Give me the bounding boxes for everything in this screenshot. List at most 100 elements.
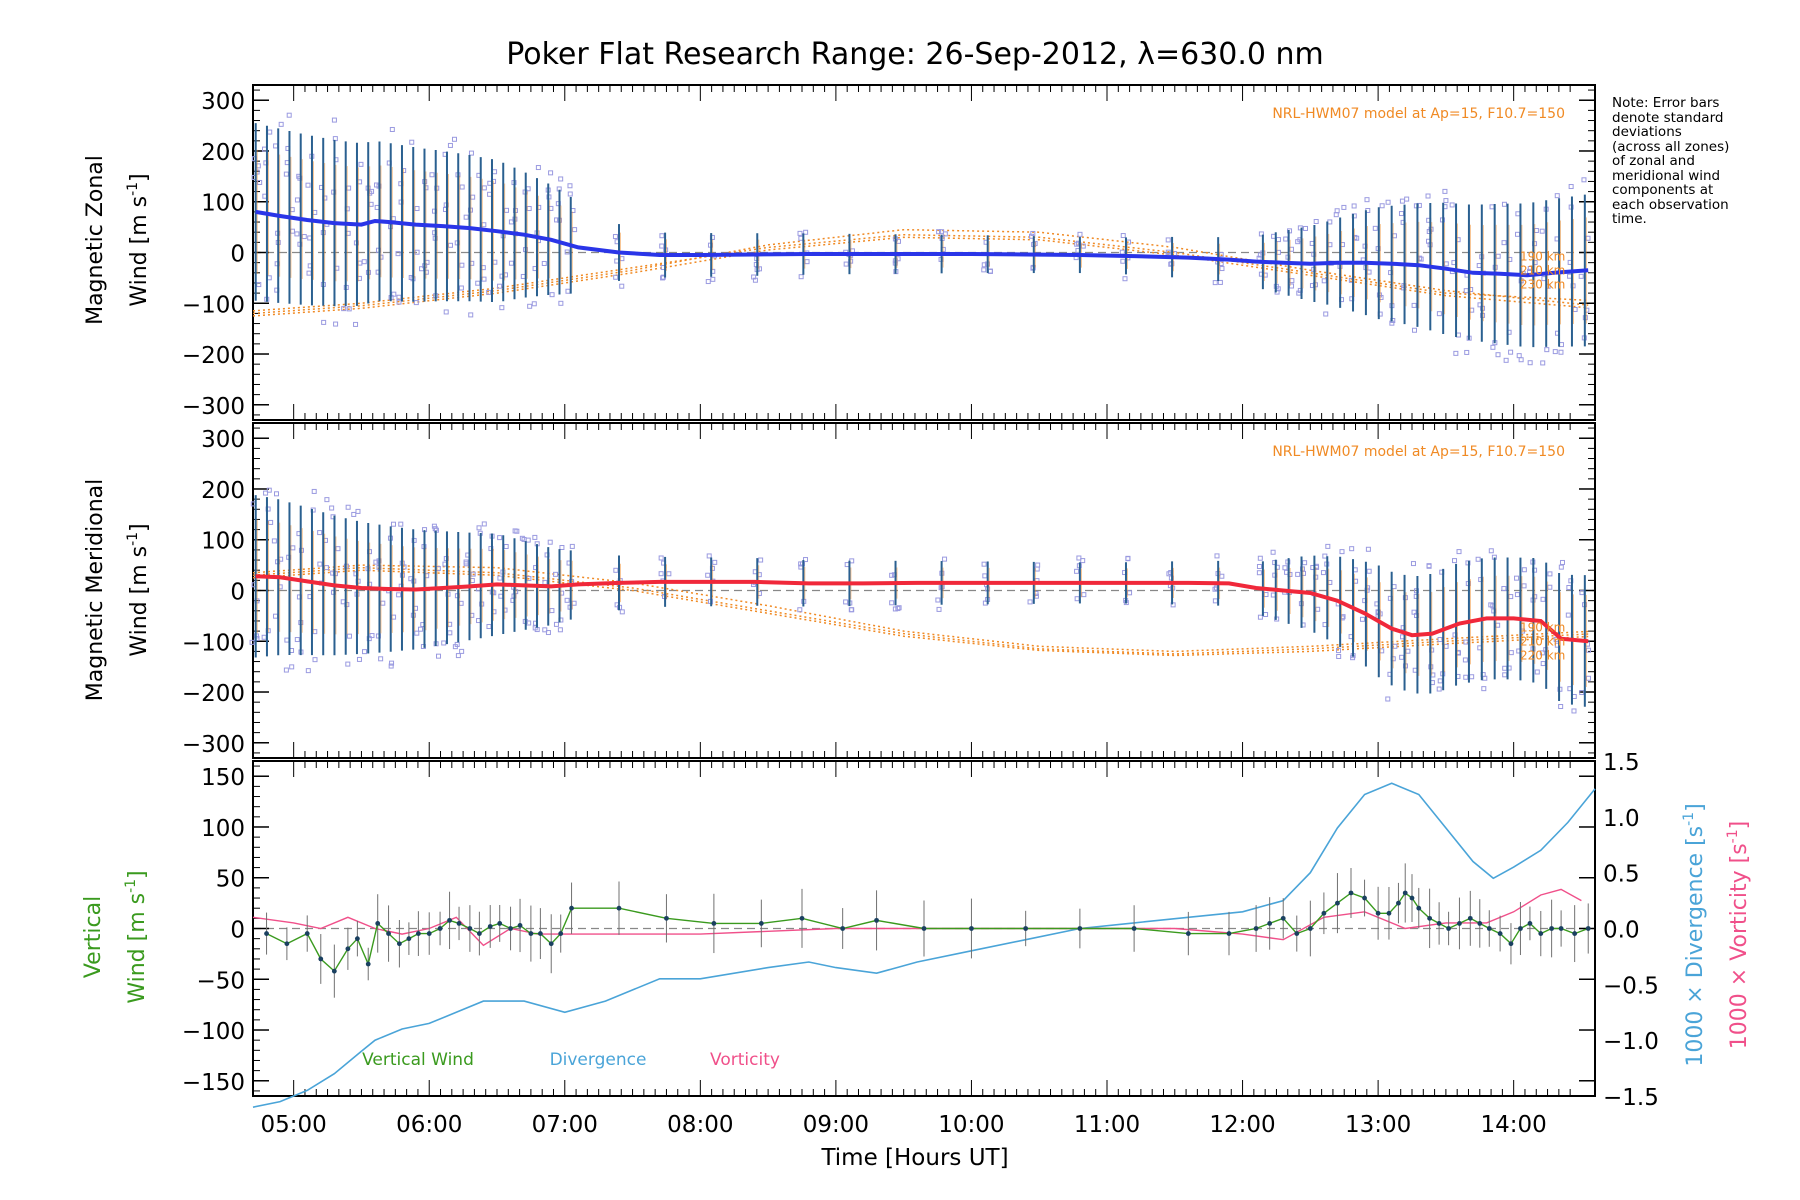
altitude-label: 210 km — [1520, 263, 1565, 277]
zone-sample-marker — [658, 571, 664, 577]
zone-sample-marker — [345, 661, 351, 667]
vertical-wind-point — [517, 923, 523, 928]
zone-sample-marker — [1214, 553, 1220, 559]
zone-sample-marker — [564, 249, 570, 255]
vertical-wind-point — [456, 921, 462, 926]
zone-sample-marker — [1475, 556, 1481, 562]
vertical-wind-point — [1585, 926, 1591, 931]
zone-sample-marker — [567, 183, 573, 189]
vertical-wind-point — [1253, 926, 1259, 931]
zone-sample-marker — [468, 312, 474, 318]
zone-sample-marker — [486, 289, 492, 295]
zone-sample-marker — [1365, 546, 1371, 552]
zone-sample-marker — [1568, 184, 1574, 190]
vertical-wind-point — [569, 905, 574, 911]
zone-sample-marker — [613, 274, 619, 280]
y-tick-label: 100 — [201, 816, 245, 842]
zone-sample-marker — [572, 227, 578, 233]
y-tick-label: 0 — [230, 580, 245, 606]
zone-sample-marker — [1217, 279, 1223, 285]
zone-sample-marker — [936, 606, 942, 612]
zone-sample-marker — [1463, 288, 1469, 294]
zone-sample-marker — [1125, 555, 1131, 561]
zone-sample-marker — [1411, 609, 1417, 615]
zone-sample-marker — [1218, 251, 1224, 257]
model-curve — [252, 236, 1589, 317]
zone-sample-marker — [283, 667, 289, 673]
vertical-wind-point — [558, 931, 564, 936]
x-tick-label: 14:00 — [1481, 1112, 1547, 1138]
vertical-wind-point — [616, 905, 622, 911]
zone-sample-marker — [1554, 193, 1560, 199]
zonal-ylabel-line1: Magnetic Zonal — [83, 155, 108, 325]
zone-sample-marker — [532, 534, 538, 540]
zone-sample-marker — [458, 285, 464, 291]
zone-sample-marker — [1540, 360, 1546, 366]
zone-sample-marker — [499, 305, 505, 311]
mean-wind-line — [255, 574, 1589, 644]
zone-sample-marker — [1074, 596, 1080, 602]
model-curve — [252, 228, 1589, 315]
zone-sample-marker — [346, 306, 352, 312]
zone-sample-marker — [706, 553, 712, 559]
zone-sample-marker — [1533, 228, 1539, 234]
model-label: NRL-HWM07 model at Ap=15, F10.7=150 — [1272, 106, 1565, 122]
zone-sample-marker — [1077, 231, 1083, 237]
zone-sample-marker — [447, 630, 453, 636]
zone-sample-marker — [353, 321, 359, 327]
zone-sample-marker — [1320, 570, 1326, 576]
zone-sample-marker — [1412, 327, 1418, 333]
zone-sample-marker — [508, 260, 514, 266]
zone-sample-marker — [542, 627, 548, 633]
zone-sample-marker — [547, 539, 553, 545]
y2-tick-label: −0.5 — [1603, 973, 1659, 999]
zone-sample-marker — [481, 185, 487, 191]
vertical-wind-point — [345, 946, 351, 952]
zone-sample-marker — [1437, 637, 1443, 643]
vertical-wind-point — [1457, 921, 1462, 926]
zonal-wind-panel: 300 200 100 0 −100 −200 −300 NRL-HWM07 model at… — [182, 84, 1596, 421]
vertical-wind-point — [1280, 915, 1286, 921]
zone-sample-marker — [1452, 558, 1458, 564]
y-tick-label: 50 — [216, 867, 245, 893]
zone-sample-marker — [373, 559, 379, 565]
zone-sample-marker — [1165, 237, 1171, 243]
zone-sample-marker — [475, 280, 481, 286]
y-tick-label: 0 — [230, 918, 245, 944]
zone-sample-marker — [1270, 549, 1276, 555]
divergence-ylabel: 1000 × Divergence [s-1] — [1681, 803, 1708, 1066]
note-line: time. — [1612, 211, 1647, 227]
zone-sample-marker — [1399, 198, 1405, 204]
vertical-wind-point — [304, 931, 310, 936]
zone-sample-marker — [361, 259, 367, 265]
y-tick-label: 100 — [201, 191, 245, 217]
zone-sample-marker — [398, 521, 404, 527]
vertical-wind-point — [1077, 926, 1083, 931]
mean-wind-line — [255, 209, 1589, 278]
zone-sample-marker — [321, 319, 327, 325]
zone-sample-marker — [1313, 218, 1319, 224]
zone-sample-marker — [390, 521, 396, 527]
zone-sample-marker — [1508, 650, 1514, 656]
zone-sample-marker — [395, 251, 401, 257]
zone-sample-marker — [1120, 258, 1126, 264]
zone-sample-marker — [468, 150, 474, 156]
zone-sample-marker — [567, 191, 573, 197]
zone-sample-marker — [797, 607, 803, 613]
zone-sample-marker — [283, 171, 289, 177]
zone-sample-marker — [317, 561, 323, 567]
zone-sample-marker — [1453, 350, 1459, 356]
vertical-wind-point — [1402, 890, 1408, 896]
zone-sample-marker — [451, 136, 457, 142]
zone-sample-marker — [1463, 639, 1469, 645]
zone-sample-marker — [463, 214, 469, 220]
zone-sample-marker — [758, 557, 764, 563]
zone-sample-marker — [558, 176, 564, 182]
y2-tick-label: −1.0 — [1603, 1029, 1659, 1055]
zone-sample-marker — [1349, 546, 1355, 552]
y-tick-label: −300 — [182, 394, 245, 420]
vertical-wind-point — [548, 941, 554, 947]
zone-sample-marker — [1476, 263, 1482, 269]
zone-sample-marker — [396, 592, 402, 598]
altitude-label: 190 km — [1520, 620, 1565, 634]
